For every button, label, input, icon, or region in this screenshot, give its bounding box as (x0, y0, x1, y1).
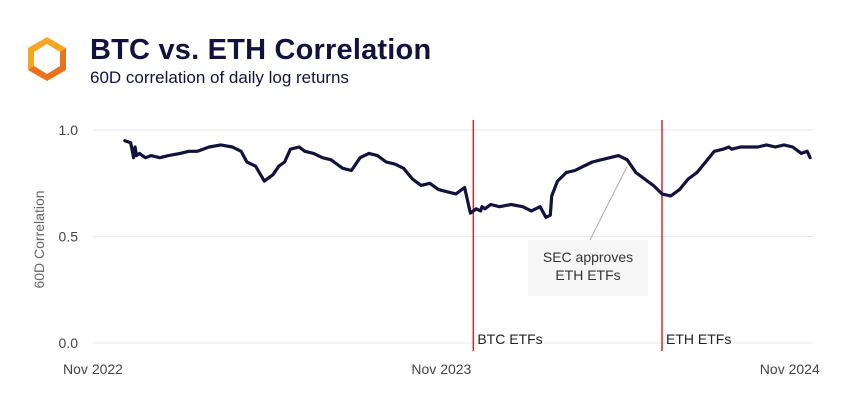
annotation-box (528, 240, 648, 296)
x-tick-label: Nov 2024 (760, 361, 820, 377)
series (123, 139, 812, 219)
x-tick-label: Nov 2023 (411, 361, 471, 377)
brand-logo-icon (22, 34, 72, 84)
grid (93, 129, 813, 344)
x-tick-label: Nov 2022 (63, 361, 123, 377)
annotations: SEC approves ETH ETFs (528, 165, 648, 296)
chart-title: BTC vs. ETH Correlation (90, 34, 432, 66)
y-axis-title: 60D Correlation (31, 190, 47, 288)
event-markers: BTC ETFs ETH ETFs (472, 120, 731, 351)
y-tick-label: 0.0 (59, 335, 79, 351)
event-label-0: BTC ETFs (477, 331, 542, 347)
annotation-text: SEC approves (543, 249, 633, 265)
series-line-0 (123, 139, 812, 219)
y-tick-label: 0.5 (59, 229, 79, 245)
event-label-1: ETH ETFs (666, 331, 731, 347)
annotation-text: ETH ETFs (555, 267, 620, 283)
axes: 0.0 0.5 1.0 Nov 2022 Nov 2023 Nov 2024 60D Cor… (31, 122, 820, 377)
y-tick-label: 1.0 (59, 122, 79, 138)
chart-subtitle: 60D correlation of daily log returns (90, 68, 349, 87)
annotation-pointer (589, 165, 628, 241)
